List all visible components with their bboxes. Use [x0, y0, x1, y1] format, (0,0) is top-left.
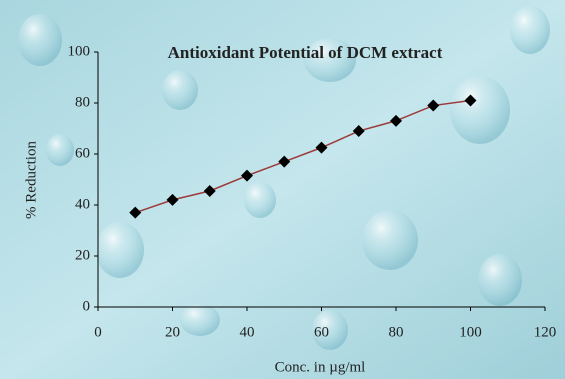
x-tick-label: 20: [165, 324, 180, 340]
x-tick-label: 120: [534, 324, 557, 340]
y-tick-label: 60: [75, 145, 90, 161]
y-tick-label: 40: [75, 196, 90, 212]
x-tick-label: 0: [94, 324, 102, 340]
chart: Antioxidant Potential of DCM extract Con…: [0, 0, 565, 379]
x-tick-label: 100: [459, 324, 482, 340]
x-axis-label: Conc. in µg/ml: [275, 359, 366, 375]
x-tick-label: 60: [314, 324, 329, 340]
y-tick-label: 80: [75, 94, 90, 110]
y-tick-label: 20: [75, 247, 90, 263]
x-tick-label: 80: [389, 324, 404, 340]
y-axis-label: % Reduction: [23, 141, 39, 219]
y-tick-label: 100: [68, 43, 91, 59]
y-tick-label: 0: [83, 298, 91, 314]
chart-title: Antioxidant Potential of DCM extract: [168, 43, 443, 62]
x-tick-label: 40: [240, 324, 255, 340]
